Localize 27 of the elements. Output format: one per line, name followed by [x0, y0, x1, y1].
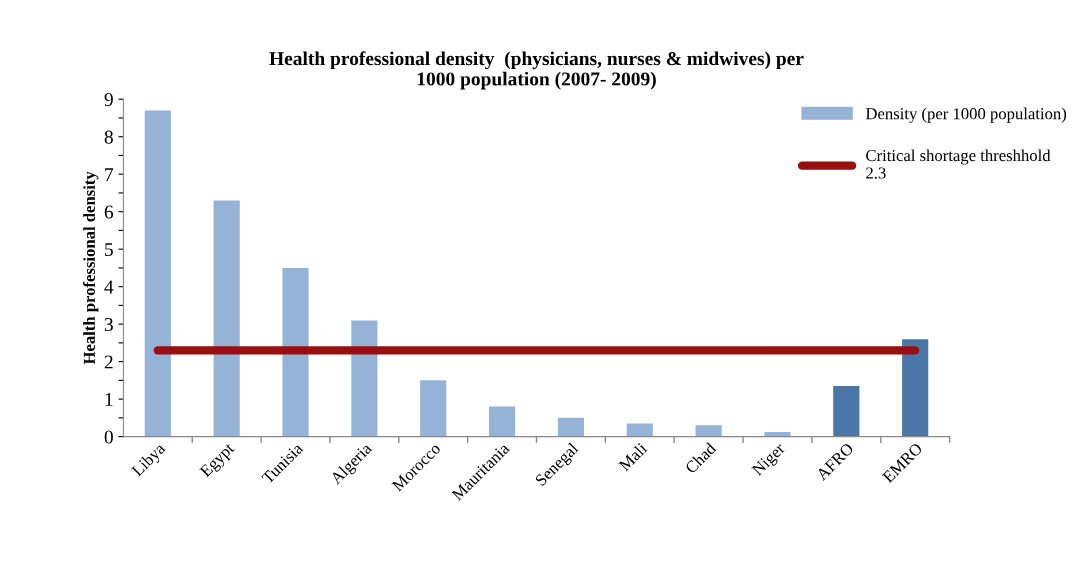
x-tick-label: Mali [617, 441, 648, 472]
bar [902, 339, 929, 437]
legend-label: Critical shortage threshhold 2.3 [866, 149, 1051, 179]
bar [557, 417, 585, 437]
y-tick-label: 2 [104, 355, 113, 369]
bar [144, 110, 171, 437]
bar [351, 320, 378, 437]
bar [764, 432, 791, 437]
y-axis-title: Health professional density [83, 171, 99, 365]
legend-label: Density (per 1000 population) [865, 107, 1067, 123]
bar [213, 200, 240, 437]
y-tick-label: 7 [105, 168, 114, 181]
bar [488, 406, 516, 437]
y-tick-label: 5 [105, 243, 113, 257]
y-tick-label: 9 [104, 93, 113, 107]
y-tick-label: 4 [104, 280, 114, 294]
bar [420, 380, 447, 437]
bar [626, 423, 653, 437]
y-tick-label: 0 [104, 430, 113, 444]
y-tick-label: 3 [104, 318, 113, 332]
y-tick-label: 1 [105, 393, 113, 406]
bar [695, 425, 722, 437]
y-tick-label: 6 [104, 205, 114, 219]
y-tick-label: 8 [104, 130, 113, 144]
bar [833, 385, 860, 437]
bar [282, 267, 309, 437]
chart-title: Health professional density (physicians, nurses & midwives) per 1000 population (2007- 2009) [269, 51, 804, 90]
